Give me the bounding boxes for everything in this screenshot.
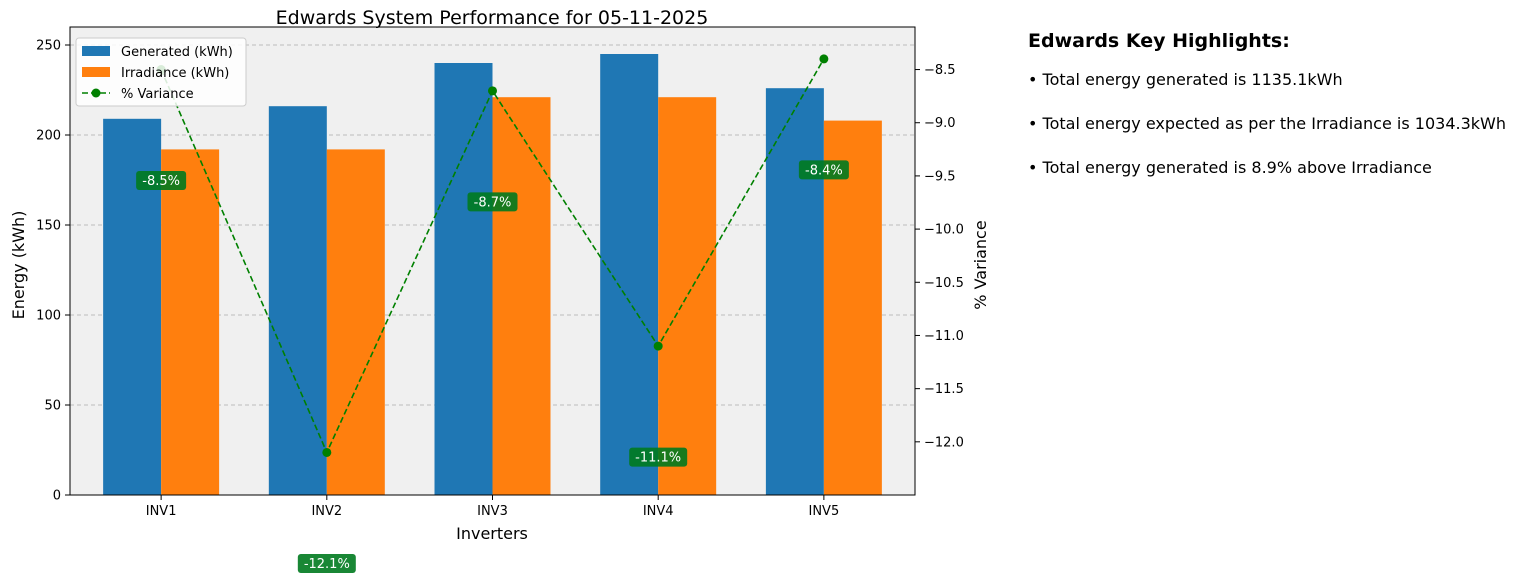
y2-tick-label: −9.0 (924, 116, 956, 131)
legend: Generated (kWh) Irradiance (kWh) % Varia… (75, 37, 247, 107)
bar-irradiance (326, 149, 385, 495)
variance-point (322, 447, 332, 457)
y2-tick-label: −9.5 (924, 169, 956, 184)
y-axis-right: −12.0 −11.5 −11.0 −10.5 −10.0 −9.5 −9.0 −8.5 (915, 63, 964, 450)
bar-generated (600, 54, 659, 495)
bar-irradiance (658, 97, 717, 495)
y-tick-label: 250 (36, 39, 61, 54)
variance-label-box (136, 171, 187, 191)
y2-tick-label: −10.5 (924, 276, 964, 291)
variance-label: -8.4% (805, 163, 843, 178)
y2-axis-label: % Variance (971, 220, 990, 309)
variance-label: -8.7% (474, 195, 512, 210)
y2-tick-label: −8.5 (924, 63, 956, 78)
legend-label-irradiance: Irradiance (kWh) (121, 66, 229, 81)
bar-irradiance (161, 149, 220, 495)
bar-irradiance (492, 97, 551, 495)
highlight-item: • Total energy expected as per the Irrad… (1028, 114, 1506, 133)
variance-label-box (798, 160, 849, 180)
y2-tick-label: −11.0 (924, 329, 964, 344)
bars (103, 54, 882, 496)
x-tick-label: INV5 (809, 504, 840, 519)
variance-label-box (629, 447, 688, 467)
highlights-title: Edwards Key Highlights: (1028, 30, 1290, 52)
legend-label-generated: Generated (kWh) (121, 45, 233, 60)
y2-tick-label: −12.0 (924, 435, 964, 450)
performance-chart: 0 50 100 150 200 250 −12.0 −11.5 −11.0 −10.5 −10.… (9, 7, 990, 573)
y-tick-label: 150 (36, 219, 61, 234)
highlight-item: • Total energy generated is 8.9% above I… (1028, 158, 1432, 177)
variance-label: -8.5% (142, 174, 180, 189)
x-axis: INV1 INV2 INV3 INV4 INV5 (146, 495, 839, 519)
y2-tick-label: −10.0 (924, 223, 964, 238)
legend-label-variance: % Variance (121, 87, 194, 102)
x-tick-label: INV4 (643, 504, 674, 519)
variance-label-box (297, 553, 356, 573)
bar-irradiance (823, 120, 882, 495)
y2-tick-label: −11.5 (924, 382, 964, 397)
variance-point (488, 86, 497, 96)
y-tick-label: 100 (36, 309, 61, 324)
x-axis-label: Inverters (456, 524, 528, 543)
legend-swatch-variance-marker (91, 88, 101, 98)
x-tick-label: INV3 (477, 504, 508, 519)
legend-swatch-generated (82, 46, 110, 56)
chart-title: Edwards System Performance for 05-11-202… (276, 7, 709, 29)
x-tick-label: INV2 (311, 504, 342, 519)
key-highlights-panel: Edwards Key Highlights: • Total energy g… (1028, 30, 1528, 202)
highlight-item: • Total energy generated is 1135.1kWh (1028, 70, 1343, 89)
y-tick-label: 200 (36, 129, 61, 144)
legend-swatch-irradiance (82, 67, 110, 77)
bar-generated (268, 106, 327, 495)
y-tick-label: 50 (44, 399, 61, 414)
x-tick-label: INV1 (146, 504, 177, 519)
variance-labels: -8.5% -12.1% -8.7% -11.1% -8.4% (136, 160, 849, 573)
y-axis-left: 0 50 100 150 200 250 (36, 39, 70, 504)
y-axis-label: Energy (kWh) (9, 211, 28, 320)
bar-generated (434, 63, 493, 495)
variance-label: -11.1% (635, 451, 681, 466)
y-tick-label: 0 (53, 489, 61, 504)
bar-generated (765, 88, 824, 495)
variance-label: -12.1% (304, 557, 350, 572)
legend-box (75, 37, 247, 107)
variance-label-box (467, 192, 518, 212)
variance-point (819, 54, 829, 64)
variance-point (653, 341, 663, 351)
